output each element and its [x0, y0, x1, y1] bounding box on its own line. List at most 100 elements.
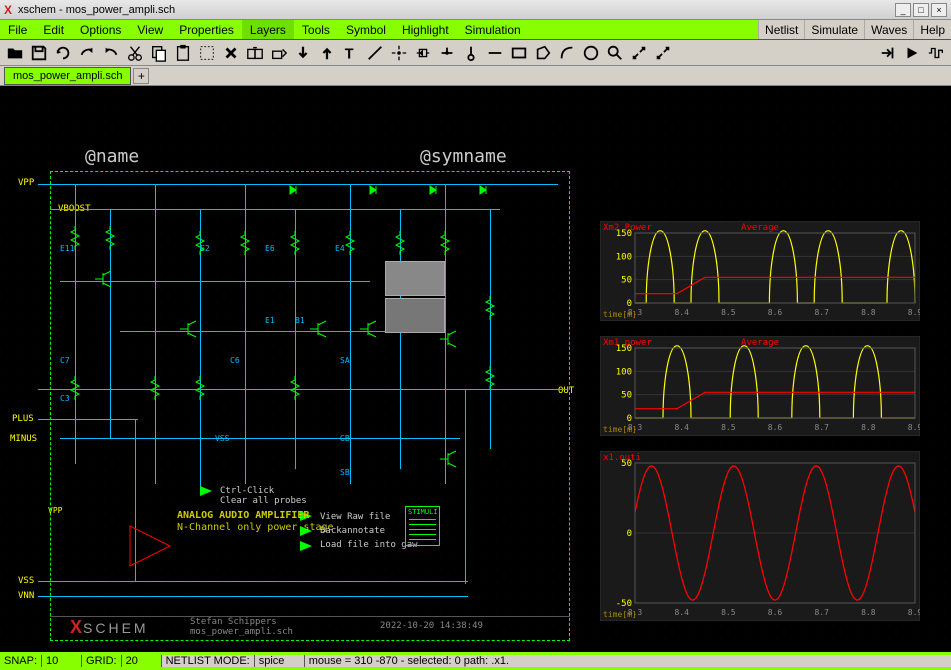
svg-text:8.4: 8.4: [674, 608, 689, 617]
statusbar: SNAP: 10 GRID: 20 NETLIST MODE: spice mo…: [0, 652, 951, 670]
label-minus: MINUS: [10, 434, 37, 444]
circle-icon[interactable]: [580, 42, 602, 64]
svg-text:150: 150: [616, 229, 632, 239]
waveform-icon[interactable]: [925, 42, 947, 64]
xschem-logo-text: SCHEM: [83, 620, 149, 636]
rect-icon[interactable]: [508, 42, 530, 64]
svg-text:8.5: 8.5: [721, 308, 736, 317]
xschem-logo-x: X: [70, 617, 83, 637]
svg-text:8.6: 8.6: [768, 308, 783, 317]
action-viewraw: View Raw file: [320, 512, 390, 522]
menu-layers[interactable]: Layers: [242, 20, 294, 39]
menu-highlight[interactable]: Highlight: [394, 20, 457, 39]
svg-text:8.7: 8.7: [814, 608, 829, 617]
menu-properties[interactable]: Properties: [171, 20, 242, 39]
menu-tools[interactable]: Tools: [294, 20, 338, 39]
hierarchy-down-icon[interactable]: [877, 42, 899, 64]
run-icon[interactable]: [901, 42, 923, 64]
grid-label: GRID:: [82, 655, 122, 667]
author-text: Stefan Schippers: [190, 617, 277, 627]
select-icon[interactable]: [196, 42, 218, 64]
push-icon[interactable]: [292, 42, 314, 64]
svg-text:150: 150: [616, 344, 632, 354]
redo-icon[interactable]: [100, 42, 122, 64]
snap-label: SNAP:: [0, 655, 42, 667]
polygon-icon[interactable]: [532, 42, 554, 64]
svg-text:time[m]: time[m]: [603, 425, 637, 434]
text-icon[interactable]: T: [340, 42, 362, 64]
svg-text:time[m]: time[m]: [603, 610, 637, 619]
open-icon[interactable]: [4, 42, 26, 64]
delete-icon[interactable]: [220, 42, 242, 64]
app-logo: X: [4, 3, 12, 17]
menu-simulation[interactable]: Simulation: [457, 20, 529, 39]
maximize-button[interactable]: □: [913, 3, 929, 17]
cut-icon[interactable]: [124, 42, 146, 64]
svg-text:8.4: 8.4: [674, 308, 689, 317]
svg-text:8.7: 8.7: [814, 423, 829, 432]
datetime-text: 2022-10-20 14:38:49: [380, 621, 483, 631]
toolbar: T: [0, 40, 951, 66]
menubtn-simulate[interactable]: Simulate: [804, 20, 864, 39]
save-icon[interactable]: [28, 42, 50, 64]
snap-value: 10: [42, 655, 82, 667]
hint-clearprobes: Clear all probes: [220, 496, 307, 506]
menubtn-netlist[interactable]: Netlist: [758, 20, 804, 39]
pin-icon[interactable]: [460, 42, 482, 64]
component-icon[interactable]: [412, 42, 434, 64]
svg-text:8.9: 8.9: [908, 608, 920, 617]
arc-icon[interactable]: [556, 42, 578, 64]
svg-text:50: 50: [621, 276, 632, 286]
zoom-out-icon[interactable]: [652, 42, 674, 64]
zoom-in-icon[interactable]: [628, 42, 650, 64]
action-loadgaw: Load file into gaw: [320, 540, 418, 550]
schematic-canvas[interactable]: @name @symname VPP VBOOST PLUS MINUS VSS…: [0, 86, 951, 652]
pop-icon[interactable]: [316, 42, 338, 64]
tabbar: mos_power_ampli.sch +: [0, 66, 951, 86]
snap-icon[interactable]: [388, 42, 410, 64]
duplicate-icon[interactable]: [244, 42, 266, 64]
svg-text:50: 50: [621, 391, 632, 401]
wire-icon[interactable]: [364, 42, 386, 64]
hint-ctrlclick: Ctrl-Click: [220, 486, 274, 496]
copy-icon[interactable]: [148, 42, 170, 64]
line-icon[interactable]: [484, 42, 506, 64]
grid-value: 20: [122, 655, 162, 667]
undo-icon[interactable]: [76, 42, 98, 64]
svg-text:100: 100: [616, 367, 632, 377]
menu-file[interactable]: File: [0, 20, 35, 39]
menu-view[interactable]: View: [129, 20, 171, 39]
menubtn-help[interactable]: Help: [913, 20, 951, 39]
net-icon[interactable]: [436, 42, 458, 64]
menubtn-waves[interactable]: Waves: [864, 20, 913, 39]
svg-text:8.9: 8.9: [908, 308, 920, 317]
zoom-icon[interactable]: [604, 42, 626, 64]
menu-symbol[interactable]: Symbol: [338, 20, 394, 39]
mouse-status: mouse = 310 -870 - selected: 0 path: .x1…: [305, 655, 951, 667]
paste-icon[interactable]: [172, 42, 194, 64]
menu-options[interactable]: Options: [72, 20, 129, 39]
close-button[interactable]: ×: [931, 3, 947, 17]
netlist-value: spice: [255, 655, 305, 667]
chart-0: Xm2 PowerAverage0501001508.38.48.58.68.7…: [600, 221, 920, 321]
menu-edit[interactable]: Edit: [35, 20, 72, 39]
titlebar: X xschem - mos_power_ampli.sch _ □ ×: [0, 0, 951, 20]
svg-text:8.8: 8.8: [861, 308, 876, 317]
name-annotation: @name: [85, 146, 139, 167]
move-icon[interactable]: [268, 42, 290, 64]
menubar: FileEditOptionsViewPropertiesLayersTools…: [0, 20, 951, 40]
netlist-label: NETLIST MODE:: [162, 655, 255, 667]
stimuli-box: STIMULI: [405, 506, 440, 546]
label-vnn: VNN: [18, 591, 34, 601]
svg-text:8.4: 8.4: [674, 423, 689, 432]
minimize-button[interactable]: _: [895, 3, 911, 17]
label-vss: VSS: [18, 576, 34, 586]
add-tab-button[interactable]: +: [133, 68, 149, 84]
label-vpp: VPP: [18, 178, 34, 188]
embedded-graph-1: [385, 261, 445, 296]
svg-text:time[m]: time[m]: [603, 310, 637, 319]
tab-active[interactable]: mos_power_ampli.sch: [4, 67, 131, 85]
svg-text:8.9: 8.9: [908, 423, 920, 432]
reload-icon[interactable]: [52, 42, 74, 64]
components-overlay: [50, 176, 570, 636]
